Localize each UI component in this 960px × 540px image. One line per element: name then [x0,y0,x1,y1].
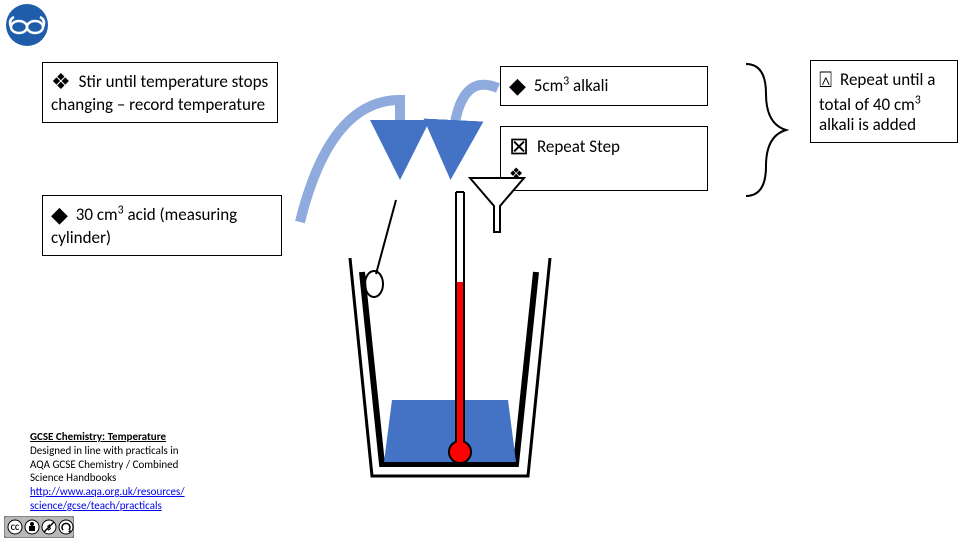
svg-text:CC: CC [11,523,20,533]
footer-line3: Science Handbooks [30,471,116,484]
cc-license-icon: CC $ [4,516,74,538]
footer-credits: GCSE Chemistry: Temperature Designed in … [30,430,250,513]
footer-line1: Designed in line with practicals in [30,444,179,457]
footer-line2: AQA GCSE Chemistry / Combined [30,458,178,471]
footer-title: GCSE Chemistry: Temperature [30,430,166,443]
footer-url[interactable]: http://www.aqa.org.uk/resources/ science… [30,485,185,512]
